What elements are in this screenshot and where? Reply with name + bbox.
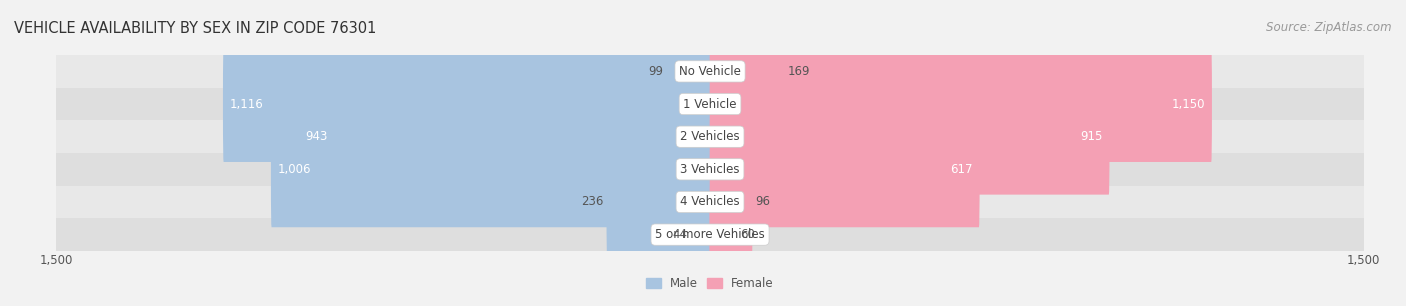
FancyBboxPatch shape — [56, 186, 1364, 218]
FancyBboxPatch shape — [710, 111, 980, 227]
FancyBboxPatch shape — [666, 13, 710, 129]
FancyBboxPatch shape — [56, 120, 1364, 153]
FancyBboxPatch shape — [56, 55, 1364, 88]
FancyBboxPatch shape — [710, 79, 1109, 195]
FancyBboxPatch shape — [56, 153, 1364, 186]
FancyBboxPatch shape — [56, 218, 1364, 251]
Text: 1,116: 1,116 — [231, 98, 264, 110]
Text: 617: 617 — [950, 163, 973, 176]
Text: No Vehicle: No Vehicle — [679, 65, 741, 78]
FancyBboxPatch shape — [271, 111, 710, 227]
Text: 99: 99 — [648, 65, 664, 78]
FancyBboxPatch shape — [224, 46, 710, 162]
Text: 4 Vehicles: 4 Vehicles — [681, 196, 740, 208]
Text: 236: 236 — [581, 196, 603, 208]
FancyBboxPatch shape — [710, 177, 737, 293]
Text: Source: ZipAtlas.com: Source: ZipAtlas.com — [1267, 21, 1392, 34]
Text: 44: 44 — [672, 228, 688, 241]
FancyBboxPatch shape — [710, 13, 785, 129]
FancyBboxPatch shape — [606, 144, 710, 260]
Text: 1,150: 1,150 — [1171, 98, 1205, 110]
Text: 2 Vehicles: 2 Vehicles — [681, 130, 740, 143]
Text: 943: 943 — [305, 130, 328, 143]
Text: 169: 169 — [787, 65, 810, 78]
Legend: Male, Female: Male, Female — [641, 272, 779, 295]
Text: 915: 915 — [1080, 130, 1102, 143]
FancyBboxPatch shape — [710, 144, 752, 260]
Text: 5 or more Vehicles: 5 or more Vehicles — [655, 228, 765, 241]
FancyBboxPatch shape — [56, 88, 1364, 120]
FancyBboxPatch shape — [710, 46, 1212, 162]
Text: 96: 96 — [755, 196, 770, 208]
Text: 1,006: 1,006 — [278, 163, 312, 176]
Text: VEHICLE AVAILABILITY BY SEX IN ZIP CODE 76301: VEHICLE AVAILABILITY BY SEX IN ZIP CODE … — [14, 21, 377, 36]
Text: 1 Vehicle: 1 Vehicle — [683, 98, 737, 110]
FancyBboxPatch shape — [298, 79, 710, 195]
FancyBboxPatch shape — [690, 177, 710, 293]
Text: 3 Vehicles: 3 Vehicles — [681, 163, 740, 176]
Text: 60: 60 — [740, 228, 755, 241]
